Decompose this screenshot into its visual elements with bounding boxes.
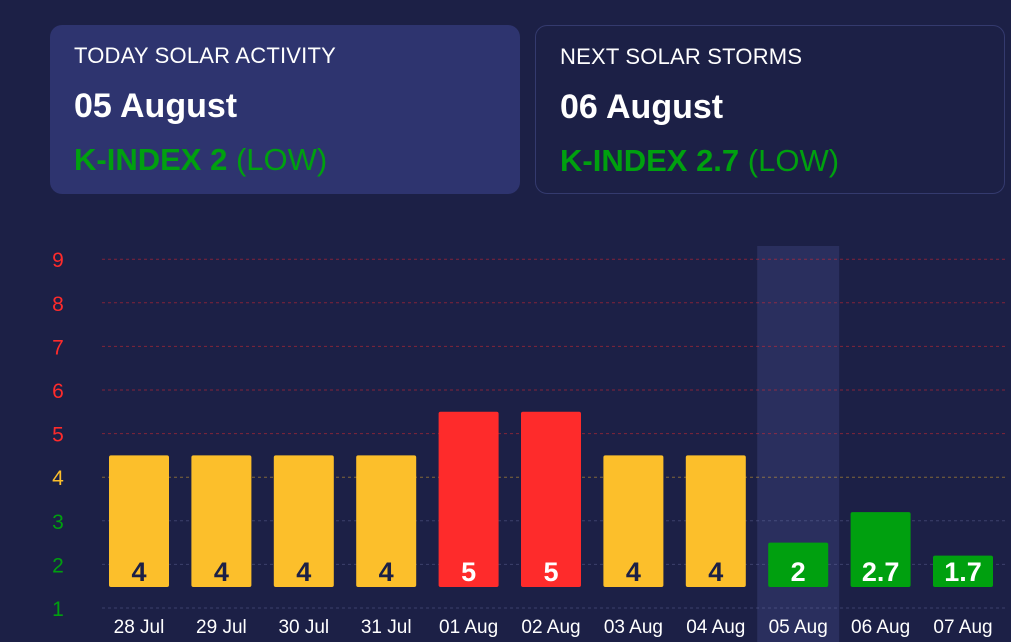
bar <box>273 455 334 587</box>
bar <box>356 455 417 587</box>
y-tick-label: 8 <box>52 293 64 316</box>
next-kindex: K-INDEX 2.7 (LOW) <box>560 143 980 179</box>
bar-value-label: 4 <box>379 557 394 587</box>
today-kindex-level: (LOW) <box>235 142 328 177</box>
y-tick-label: 2 <box>52 554 64 577</box>
bar <box>438 411 499 587</box>
bar-value-label: 2 <box>791 557 806 587</box>
y-tick-label: 7 <box>52 336 64 359</box>
y-tick-label: 5 <box>52 424 64 447</box>
next-card-label: NEXT SOLAR STORMS <box>560 44 803 69</box>
bar-value-label: 4 <box>214 557 229 587</box>
x-tick-label: 06 Aug <box>851 617 910 638</box>
next-solar-storms-card: NEXT SOLAR STORMS 06 August K-INDEX 2.7 … <box>535 25 1005 194</box>
x-tick-label: 03 Aug <box>604 617 663 638</box>
bar <box>521 411 581 587</box>
bar <box>768 542 829 587</box>
y-tick-label: 6 <box>52 380 64 403</box>
x-tick-label: 02 Aug <box>521 617 580 638</box>
x-tick-label: 04 Aug <box>686 617 745 638</box>
today-solar-activity-card: TODAY SOLAR ACTIVITY 05 August K-INDEX 2… <box>50 25 520 194</box>
bar-value-label: 4 <box>626 557 641 587</box>
bar <box>191 455 252 587</box>
bar <box>685 455 746 587</box>
bar <box>850 512 911 587</box>
x-tick-label: 01 Aug <box>439 617 498 638</box>
bar-value-label: 4 <box>708 557 723 587</box>
x-tick-label: 29 Jul <box>196 617 247 638</box>
today-kindex-value: K-INDEX 2 <box>74 142 228 177</box>
bar-value-label: 2.7 <box>862 557 900 587</box>
bar-value-label: 1.7 <box>944 557 982 587</box>
next-kindex-value: K-INDEX 2.7 <box>560 143 740 178</box>
x-tick-label: 30 Jul <box>278 617 329 638</box>
y-tick-label: 9 <box>52 249 64 272</box>
today-card-date: 05 August <box>74 87 238 125</box>
bar-value-label: 4 <box>131 557 146 587</box>
bar <box>933 555 993 587</box>
x-tick-label: 28 Jul <box>114 617 165 638</box>
y-tick-label: 4 <box>52 467 64 490</box>
bar-value-label: 4 <box>296 557 311 587</box>
bar-value-label: 5 <box>461 557 476 587</box>
today-kindex: K-INDEX 2 (LOW) <box>74 142 496 178</box>
bar <box>603 455 664 587</box>
today-card-label: TODAY SOLAR ACTIVITY <box>74 43 336 68</box>
next-kindex-level: (LOW) <box>747 143 840 178</box>
x-tick-label: 07 Aug <box>933 617 992 638</box>
bar <box>109 455 169 587</box>
x-tick-label: 31 Jul <box>361 617 412 638</box>
y-tick-label: 1 <box>52 598 64 621</box>
x-tick-label: 05 Aug <box>769 617 828 638</box>
bar-value-label: 5 <box>543 557 558 587</box>
y-tick-label: 3 <box>52 511 64 534</box>
next-card-date: 06 August <box>560 88 724 126</box>
